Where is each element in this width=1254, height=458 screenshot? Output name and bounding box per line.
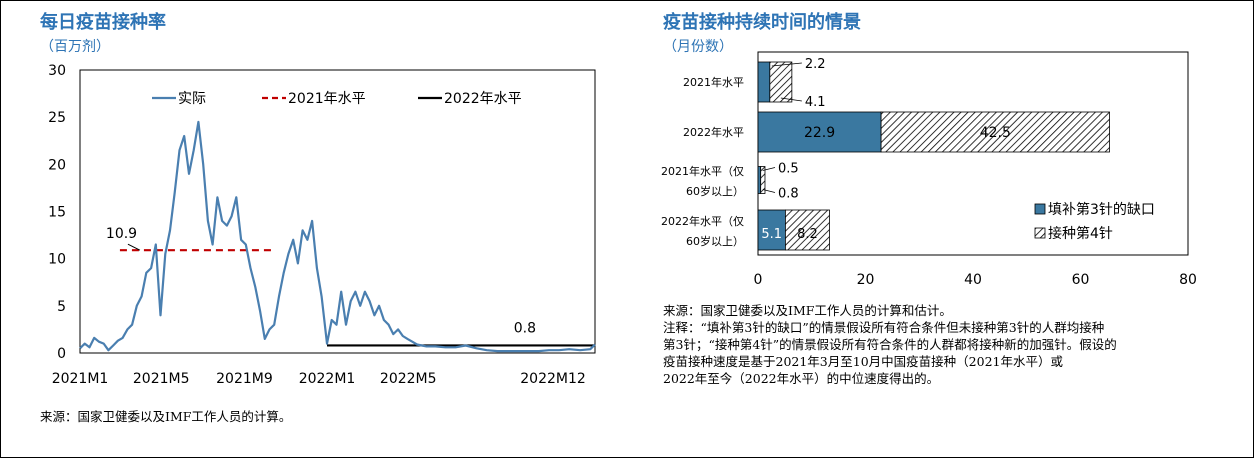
label-leader xyxy=(762,167,776,171)
bar-fourth-dose xyxy=(769,61,793,103)
annotation-2021-level: 10.9 xyxy=(106,226,137,242)
y-tick-label: 20 xyxy=(48,157,66,173)
category-label: 2022年水平 xyxy=(683,125,744,139)
category-label: 2022年水平（仅 xyxy=(661,214,744,228)
annotation-leader-2021 xyxy=(127,243,141,251)
x-tick-label: 20 xyxy=(857,272,875,288)
bar-fourth-dose xyxy=(785,209,830,251)
category-label: 60岁以上） xyxy=(686,184,744,198)
right-chart-unit: （月份数） xyxy=(663,39,733,55)
y-tick-label: 5 xyxy=(57,299,66,315)
bar-value-label: 0.8 xyxy=(778,187,799,202)
y-tick-label: 0 xyxy=(57,346,66,362)
plot-area-border xyxy=(79,69,596,354)
x-tick-label: 80 xyxy=(1179,272,1197,288)
left-chart-unit: （百万剂） xyxy=(40,39,110,55)
label-leader xyxy=(762,189,776,193)
bar-value-label: 4.1 xyxy=(805,95,826,110)
right-footnote-line-4: 2022年至今（2022年水平）的中位速度得出的。 xyxy=(663,371,940,386)
right-source-note: 来源：国家卫健委以及IMF工作人员的计算和估计。 xyxy=(663,303,952,318)
x-tick-label: 0 xyxy=(754,272,763,288)
bar-value-label: 0.5 xyxy=(778,162,799,177)
category-label: 2021年水平（仅 xyxy=(661,164,744,178)
right-footnote-line-2: 第3针；“接种第4针”的情景假设所有符合条件的人群都将接种新的加强针。假设的 xyxy=(663,337,1117,352)
y-tick-label: 25 xyxy=(48,110,66,126)
x-tick-label: 2021M9 xyxy=(216,371,273,387)
label-leader xyxy=(780,97,802,102)
bar-third-dose-gap xyxy=(757,209,786,251)
y-tick-label: 15 xyxy=(48,205,66,221)
x-tick-label: 2021M5 xyxy=(133,371,190,387)
duration-scenarios-bar-chart: 0 20 40 60 80 2021年水平 2022年水平 2021年水平（仅 60岁以上） 20… xyxy=(661,51,1197,288)
actual-series-line xyxy=(79,120,596,353)
x-tick-label: 2022M1 xyxy=(299,371,356,387)
legend-swatch-fourth-dose xyxy=(1034,227,1046,239)
x-tick-label: 2021M1 xyxy=(52,371,109,387)
bar-fourth-dose xyxy=(760,166,766,194)
annotation-2022-level: 0.8 xyxy=(514,320,536,336)
x-tick-label: 40 xyxy=(964,272,982,288)
bar-third-dose-gap xyxy=(757,61,771,103)
right-footnote-line-3: 疫苗接种速度是基于2021年3月至10月中国疫苗接种（2021年水平）或 xyxy=(663,354,1063,369)
x-tick-label: 2022M12 xyxy=(520,371,586,387)
category-label: 60岁以上） xyxy=(686,234,744,248)
legend-swatch-third-dose-gap xyxy=(1034,203,1046,215)
y-tick-label: 10 xyxy=(48,252,66,268)
label-leader xyxy=(771,62,802,67)
legend-label-2: 2022年水平 xyxy=(444,91,522,107)
right-footnote-line-1: 注释：“填补第3针的缺口”的情景假设所有符合条件但未接种第3针的人群均接种 xyxy=(663,320,1105,335)
bar-third-dose-gap xyxy=(757,166,762,194)
legend-label-0: 实际 xyxy=(178,91,206,107)
x-tick-label: 60 xyxy=(1072,272,1090,288)
right-notes: 来源：国家卫健委以及IMF工作人员的计算和估计。 注释：“填补第3针的缺口”的情… xyxy=(663,302,1117,387)
bar-value-label: 42.5 xyxy=(980,125,1011,141)
legend-label-1: 2021年水平 xyxy=(288,91,366,107)
category-label: 2021年水平 xyxy=(683,75,744,89)
legend-label-fourth-dose: 接种第4针 xyxy=(1048,225,1113,242)
bar-value-label: 22.9 xyxy=(804,125,835,141)
x-tick-label: 2022M5 xyxy=(380,371,437,387)
left-source-note: 来源：国家卫健委以及IMF工作人员的计算。 xyxy=(40,409,292,424)
right-chart-title: 疫苗接种持续时间的情景 xyxy=(663,12,861,33)
legend-label-third-dose-gap: 填补第3针的缺口 xyxy=(1048,201,1155,218)
bar-value-label: 8.2 xyxy=(797,227,818,242)
daily-vaccination-line-chart: 0 5 10 15 20 25 30 2021M1 2021M5 2021M9 2022M1 2022… xyxy=(48,63,596,387)
bar-value-label: 2.2 xyxy=(805,57,826,72)
y-tick-label: 30 xyxy=(48,63,66,79)
left-chart-title: 每日疫苗接种率 xyxy=(40,12,166,33)
bar-value-label: 5.1 xyxy=(761,227,782,242)
plot-area-border xyxy=(757,51,1189,256)
bar-fourth-dose xyxy=(880,111,1110,153)
